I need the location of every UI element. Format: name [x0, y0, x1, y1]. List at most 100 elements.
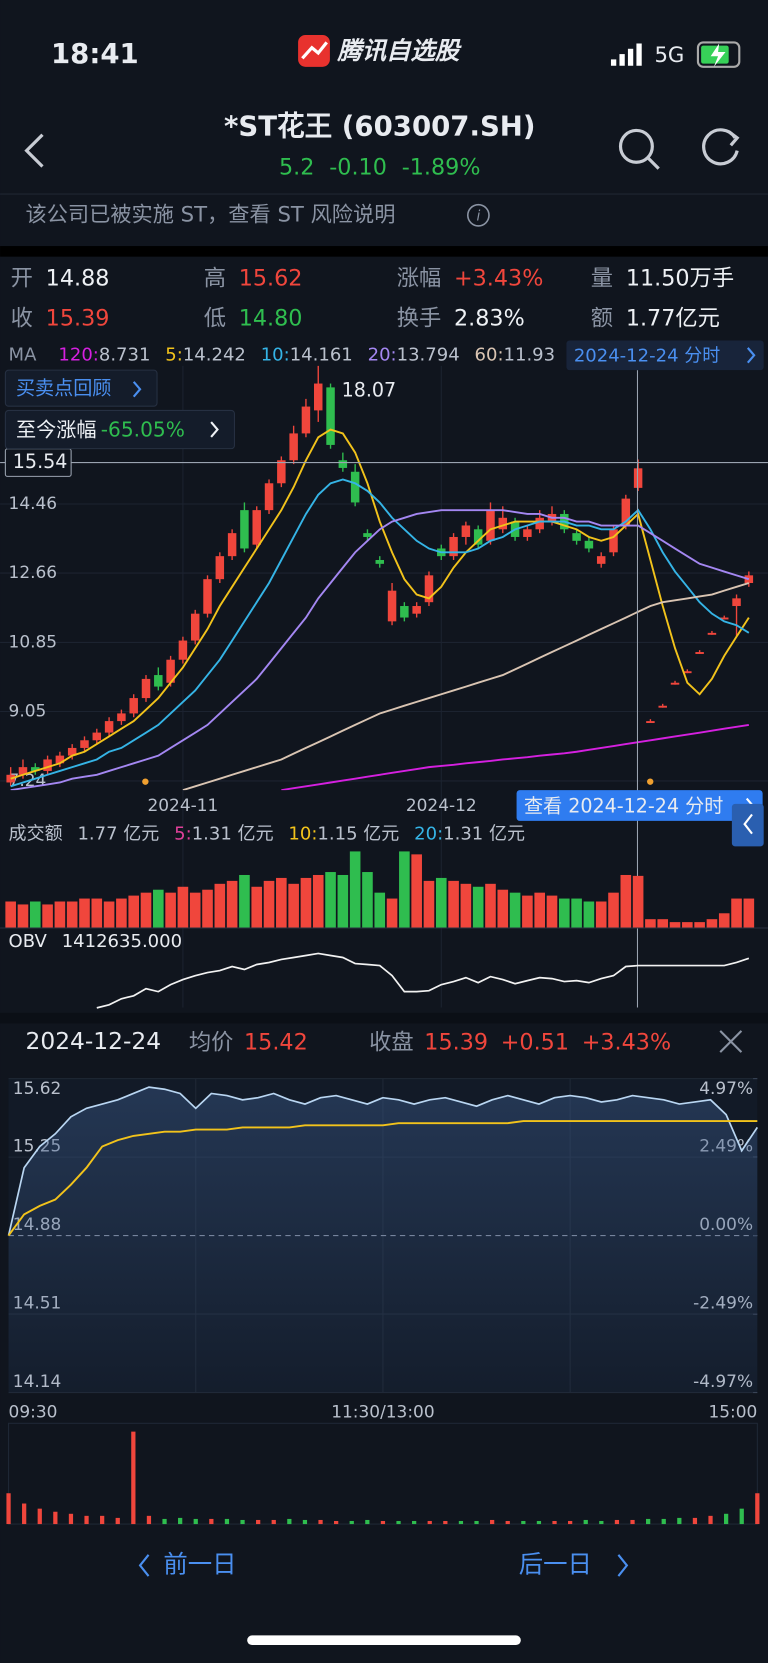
- intraday-volume-bar: [630, 1519, 635, 1525]
- intraday-volume-bar: [115, 1517, 120, 1525]
- stat-label: 量: [591, 265, 613, 291]
- y-tick-label: 12.66: [9, 562, 58, 582]
- stat-value: 14.80: [239, 306, 303, 332]
- candle-body: [461, 525, 471, 537]
- candle-body: [104, 721, 114, 733]
- view-intraday-label: 查看 2024-12-24 分时: [524, 795, 723, 818]
- intraday-volume-bar: [68, 1513, 74, 1525]
- candle-body: [658, 705, 667, 708]
- candle-body: [252, 510, 261, 545]
- candle-body: [449, 536, 458, 557]
- volume-bar: [435, 877, 447, 929]
- since: 至今涨幅 -65.05%: [16, 417, 185, 441]
- charging: [710, 43, 726, 67]
- intraday-volume-bar: [6, 1493, 11, 1525]
- volume-bar: [682, 922, 693, 929]
- obv-line: [96, 952, 750, 1009]
- price-line: [7, 1086, 759, 1236]
- candle-body: [227, 533, 237, 557]
- candle-body: [584, 540, 594, 549]
- y-tick-label: 9.05: [9, 701, 47, 721]
- intraday-volume-bar: [614, 1519, 620, 1525]
- intraday-volume-bar: [521, 1520, 526, 1525]
- info-i: i: [476, 208, 480, 224]
- since-button[interactable]: [4, 409, 235, 450]
- volume-label: 成交额: [9, 824, 63, 845]
- volume-bar: [632, 875, 644, 929]
- notice[interactable]: 该公司已被实施 ST，查看 ST 风险说明: [26, 202, 396, 227]
- back-button[interactable]: [24, 133, 44, 168]
- volume-bar: [743, 898, 755, 929]
- volume-bar: [731, 898, 742, 929]
- date-button[interactable]: [566, 340, 764, 371]
- prev-day[interactable]: 前一日: [163, 1549, 236, 1578]
- search-handle: [646, 156, 660, 170]
- separator: [0, 246, 768, 257]
- intraday-volume-bar: [755, 1493, 760, 1525]
- intraday-volume-bar: [365, 1519, 370, 1525]
- info-icon[interactable]: [466, 203, 490, 227]
- volume-bar: [571, 898, 582, 929]
- volume-bar: [460, 883, 472, 929]
- intraday-volume-bar: [240, 1519, 245, 1525]
- refresh-arrow: [727, 130, 740, 147]
- volume-bar: [288, 883, 299, 929]
- volume-value: 1.77 亿元: [77, 824, 159, 845]
- volume-bar: [411, 854, 422, 929]
- candle-body: [264, 483, 274, 511]
- avg-line: [7, 1120, 758, 1237]
- app-name: 腾讯自选股: [336, 36, 461, 65]
- candle-body: [486, 510, 495, 541]
- since-label: 至今涨幅: [16, 417, 97, 441]
- collapse-button[interactable]: [731, 803, 764, 847]
- ma-line: [10, 509, 750, 791]
- intraday-volume-bar: [178, 1517, 183, 1525]
- chevron: [743, 813, 753, 835]
- view-intraday-button[interactable]: [516, 790, 763, 821]
- ma-value: 14.161: [290, 344, 353, 365]
- next-day[interactable]: 后一日: [519, 1549, 592, 1578]
- volume-bar: [399, 851, 410, 929]
- search-button[interactable]: [618, 128, 654, 164]
- candle-body: [154, 675, 163, 687]
- volume-ma-name: 10:: [288, 824, 317, 845]
- price: 5.2: [279, 154, 314, 180]
- trade-point[interactable]: [142, 778, 149, 785]
- volume-bar: [29, 901, 41, 929]
- intraday-volume-bar: [490, 1519, 495, 1525]
- trade-point[interactable]: [647, 778, 654, 785]
- candle-body: [707, 632, 717, 635]
- intraday-volume-bar: [100, 1515, 105, 1525]
- volume-bar: [374, 892, 386, 929]
- obv-legend: OBV 1412635.000: [9, 931, 183, 952]
- ma-legend-item: 10:14.161: [261, 344, 353, 365]
- candle-body: [240, 510, 249, 549]
- ma-line: [182, 582, 750, 791]
- intraday-volume-bar: [162, 1518, 167, 1525]
- volume-bar: [17, 904, 29, 929]
- ma-value: 8.731: [99, 344, 151, 365]
- volume-bar: [202, 889, 213, 929]
- intraday-volume-bar: [443, 1520, 448, 1525]
- chevron: [132, 381, 142, 398]
- x-tick-label: 2024-11: [147, 795, 218, 815]
- avg: 均价 15.42: [189, 1029, 308, 1055]
- volume-ma-value: 1.31 亿元: [443, 824, 525, 845]
- intraday-volume-bar: [724, 1513, 729, 1525]
- time-label: 09:30: [9, 1402, 58, 1422]
- ma-label: MA: [9, 344, 38, 365]
- change-pct: -1.89%: [402, 154, 481, 180]
- candle-body: [695, 652, 704, 654]
- change: -0.10: [329, 154, 387, 180]
- review-button[interactable]: [4, 369, 158, 407]
- stat-value: +3.43%: [454, 265, 543, 291]
- close-button[interactable]: [719, 1030, 743, 1053]
- volume-bar: [189, 892, 201, 929]
- volume-bar: [534, 892, 545, 929]
- intraday-volume-bar: [708, 1515, 713, 1525]
- candle-body: [129, 698, 138, 714]
- candle-body: [683, 671, 692, 674]
- stat-value: 15.62: [239, 265, 303, 291]
- refresh-button[interactable]: [702, 128, 739, 166]
